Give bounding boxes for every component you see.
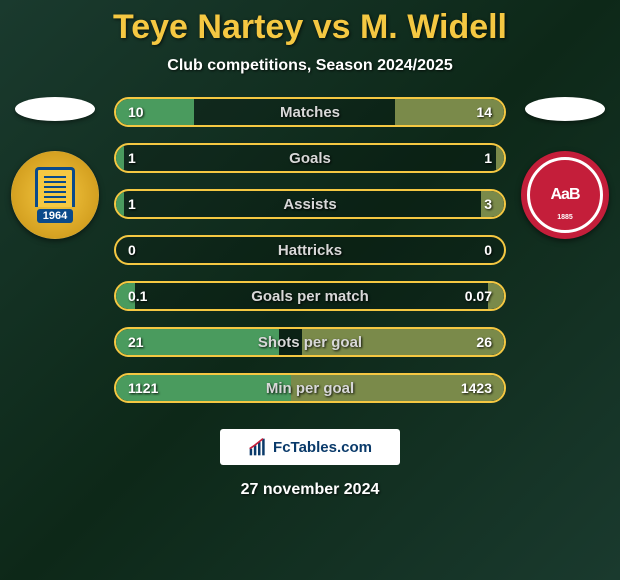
brand-logo: FcTables.com (220, 429, 400, 465)
season-subtitle: Club competitions, Season 2024/2025 (0, 57, 620, 75)
left-side: 1964 (0, 97, 110, 239)
stat-row: 0 Hattricks 0 (114, 235, 506, 265)
player1-club-badge: 1964 (11, 151, 99, 239)
player2-club-year: 1885 (557, 214, 573, 221)
stat-value-right: 14 (476, 104, 492, 120)
player2-club-badge: AaB 1885 (521, 151, 609, 239)
stat-value-right: 1 (484, 150, 492, 166)
brondby-tower-icon (35, 167, 75, 207)
player2-flag-icon (525, 97, 605, 121)
stat-fill-left (116, 145, 124, 171)
snapshot-date: 27 november 2024 (0, 481, 620, 499)
stat-row: 1 Goals 1 (114, 143, 506, 173)
stat-label: Goals per match (251, 288, 369, 305)
chart-icon (248, 437, 268, 457)
stat-value-left: 1 (128, 150, 136, 166)
stat-fill-left (116, 191, 124, 217)
stat-fill-right (496, 145, 504, 171)
stat-row: 1 Assists 3 (114, 189, 506, 219)
stat-label: Matches (280, 104, 340, 121)
stat-label: Goals (289, 150, 331, 167)
stat-value-right: 1423 (461, 380, 492, 396)
aab-text-icon: AaB (550, 186, 579, 204)
player1-flag-icon (15, 97, 95, 121)
player2-name: M. Widell (360, 8, 507, 46)
stat-row: 1121 Min per goal 1423 (114, 373, 506, 403)
stat-label: Assists (283, 196, 336, 213)
stat-value-right: 26 (476, 334, 492, 350)
right-side: AaB 1885 (510, 97, 620, 239)
stat-value-right: 0.07 (465, 288, 492, 304)
stat-value-right: 0 (484, 242, 492, 258)
stat-value-left: 1 (128, 196, 136, 212)
stat-value-left: 21 (128, 334, 144, 350)
stat-value-left: 0 (128, 242, 136, 258)
stat-row: 10 Matches 14 (114, 97, 506, 127)
stat-value-right: 3 (484, 196, 492, 212)
stats-bars: 10 Matches 14 1 Goals 1 1 Assists 3 0 Hattricks 0 0.… (110, 97, 510, 419)
vs-text: vs (313, 8, 351, 46)
stat-label: Shots per goal (258, 334, 362, 351)
stat-row: 0.1 Goals per match 0.07 (114, 281, 506, 311)
player1-club-year: 1964 (37, 209, 73, 223)
player1-name: Teye Nartey (113, 8, 303, 46)
comparison-body: 1964 10 Matches 14 1 Goals 1 1 Assists 3 0 Hattric… (0, 97, 620, 419)
stat-value-left: 0.1 (128, 288, 147, 304)
stat-label: Hattricks (278, 242, 342, 259)
stat-value-left: 10 (128, 104, 144, 120)
stat-row: 21 Shots per goal 26 (114, 327, 506, 357)
stat-label: Min per goal (266, 380, 354, 397)
stat-value-left: 1121 (128, 380, 158, 396)
comparison-title: Teye Nartey vs M. Widell (0, 0, 620, 47)
brand-text: FcTables.com (273, 439, 372, 456)
